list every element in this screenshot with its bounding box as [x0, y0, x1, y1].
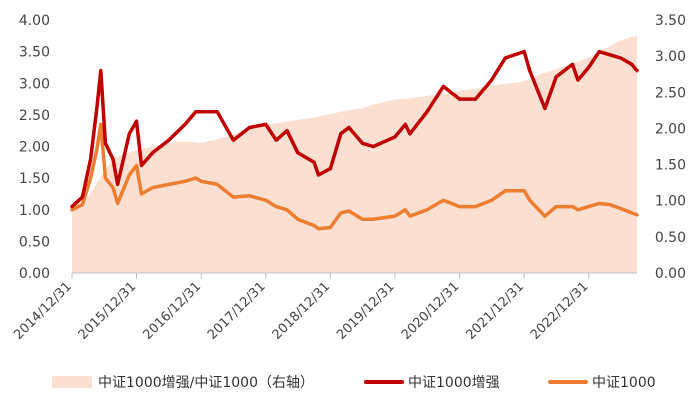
x-tick-label: 2015/12/31 — [76, 279, 140, 343]
enhanced-line — [70, 49, 639, 209]
x-tick-label: 2022/12/31 — [528, 279, 592, 343]
y-left-tick-label: 1.50 — [19, 171, 50, 187]
y-right-tick-label: 2.00 — [655, 121, 686, 137]
y-left-tick-label: 1.00 — [19, 203, 50, 219]
legend-swatch-ratio — [52, 376, 92, 388]
y-right-tick-label: 3.50 — [655, 13, 686, 29]
x-tick-label: 2018/12/31 — [270, 279, 334, 343]
y-left-tick-label: 4.00 — [19, 13, 50, 29]
ratio-area — [72, 35, 637, 274]
legend-label-index: 中证1000 — [592, 375, 656, 391]
ratio-area-layer — [72, 35, 637, 274]
y-right-tick-label: 1.00 — [655, 194, 686, 210]
y-left-tick-label: 3.50 — [19, 45, 50, 61]
legend: 中证1000增强/中证1000（右轴） 中证1000增强 中证1000 — [52, 375, 656, 391]
y-right-tick-label: 0.50 — [655, 230, 686, 246]
x-tick-label: 2017/12/31 — [205, 279, 269, 343]
y-left-tick-label: 3.00 — [19, 76, 50, 92]
x-tick-label: 2016/12/31 — [141, 279, 205, 343]
y-right-tick-label: 3.00 — [655, 49, 686, 65]
y-right-tick-label: 1.50 — [655, 158, 686, 174]
y-right-tick-label: 0.00 — [655, 266, 686, 282]
y-left-tick-label: 2.00 — [19, 140, 50, 156]
x-tick-label: 2021/12/31 — [463, 279, 527, 343]
y-right-tick-label: 2.50 — [655, 85, 686, 101]
y-left-tick-label: 0.50 — [19, 234, 50, 250]
y-left-tick-label: 2.50 — [19, 108, 50, 124]
y-left-tick-label: 0.00 — [19, 266, 50, 282]
x-tick-label: 2020/12/31 — [399, 279, 463, 343]
series-lines-layer — [70, 49, 639, 231]
x-tick-label: 2019/12/31 — [334, 279, 398, 343]
legend-label-enhanced: 中证1000增强 — [408, 375, 500, 391]
x-tick-label: 2014/12/31 — [11, 279, 75, 343]
legend-label-ratio: 中证1000增强/中证1000（右轴） — [98, 375, 314, 391]
index-line — [70, 122, 639, 231]
